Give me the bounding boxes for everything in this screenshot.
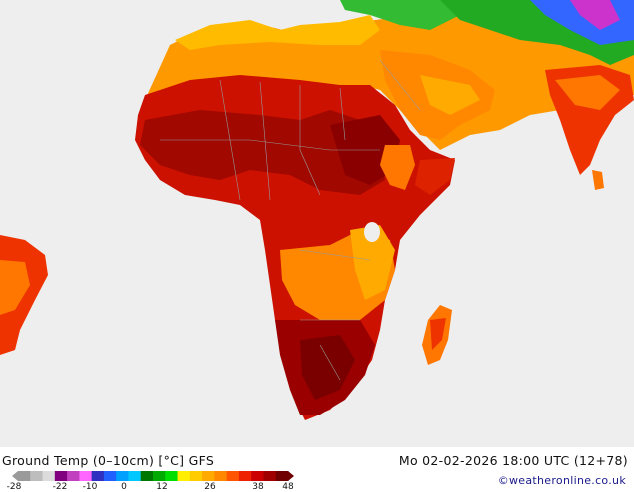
scale-tick-label: -10 — [82, 482, 98, 492]
scale-tick-label: 0 — [121, 482, 127, 492]
scale-tick-label: -22 — [52, 482, 68, 492]
scale-swatch — [128, 471, 142, 481]
lake-victoria — [364, 222, 380, 242]
footer-bar: Ground Temp (0–10cm) [°C] GFS Mo 02-02-2… — [0, 447, 634, 492]
scale-swatch — [153, 471, 166, 481]
scale-swatch — [79, 471, 93, 481]
scale-swatch — [189, 471, 203, 481]
scale-arrow-left — [12, 471, 18, 481]
scale-swatch — [116, 471, 129, 481]
temperature-map — [0, 0, 634, 447]
scale-swatch — [226, 471, 240, 481]
arabia-interior — [420, 75, 480, 115]
scale-tick-label: 26 — [204, 482, 216, 492]
india-north — [555, 75, 620, 110]
valid-time: Mo 02-02-2026 18:00 UTC (12+78) — [398, 453, 628, 468]
credit-link[interactable]: ©weatheronline.co.uk — [497, 474, 626, 487]
scale-swatch — [42, 471, 56, 481]
scale-swatch — [67, 471, 80, 481]
scale-swatch — [30, 471, 44, 481]
scale-swatch — [140, 471, 154, 481]
scale-arrow-right — [288, 471, 294, 481]
country-borders — [160, 59, 421, 381]
scale-tick-label: 38 — [252, 482, 264, 492]
scale-tick-label: -28 — [6, 482, 22, 492]
scale-swatch — [54, 471, 68, 481]
color-scale — [12, 471, 294, 481]
sri-lanka — [592, 170, 604, 190]
scale-swatch — [238, 471, 252, 481]
scale-tick-label: 48 — [282, 482, 294, 492]
scale-swatch — [263, 471, 277, 481]
scale-swatch — [202, 471, 215, 481]
scale-swatch — [91, 471, 105, 481]
scale-swatch — [177, 471, 191, 481]
scale-swatch — [165, 471, 179, 481]
south-america-inner — [0, 260, 30, 315]
scale-swatch — [275, 471, 289, 481]
scale-tick-label: 12 — [156, 482, 168, 492]
map-title: Ground Temp (0–10cm) [°C] GFS — [2, 453, 215, 468]
madagascar-core — [430, 318, 446, 350]
scale-swatch — [251, 471, 264, 481]
scale-swatch — [18, 471, 31, 481]
scale-swatch — [214, 471, 228, 481]
scale-swatch — [103, 471, 117, 481]
